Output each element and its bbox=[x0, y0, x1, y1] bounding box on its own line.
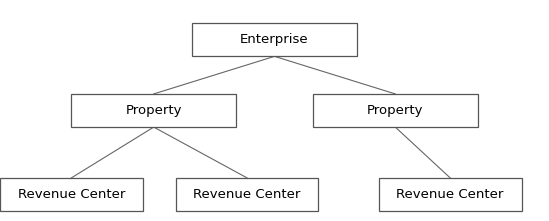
FancyBboxPatch shape bbox=[379, 178, 522, 211]
FancyBboxPatch shape bbox=[0, 178, 143, 211]
Text: Revenue Center: Revenue Center bbox=[18, 188, 125, 201]
Text: Revenue Center: Revenue Center bbox=[396, 188, 504, 201]
FancyBboxPatch shape bbox=[176, 178, 318, 211]
FancyBboxPatch shape bbox=[71, 94, 236, 127]
Text: Property: Property bbox=[126, 104, 182, 117]
FancyBboxPatch shape bbox=[192, 23, 357, 56]
Text: Revenue Center: Revenue Center bbox=[193, 188, 301, 201]
Text: Property: Property bbox=[367, 104, 423, 117]
FancyBboxPatch shape bbox=[313, 94, 478, 127]
Text: Enterprise: Enterprise bbox=[240, 33, 309, 46]
